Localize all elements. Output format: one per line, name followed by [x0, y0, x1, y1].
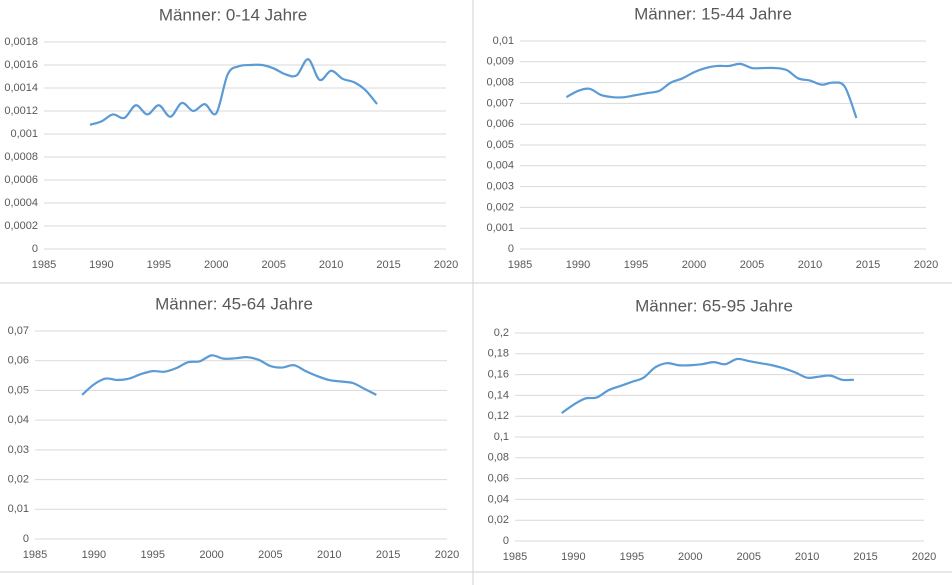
y-tick-label: 0,12 — [488, 410, 509, 422]
y-tick-label: 0,02 — [488, 514, 509, 526]
chart-title: Männer: 0-14 Jahre — [159, 5, 307, 24]
data-line — [89, 58, 378, 126]
x-tick-label: 2005 — [736, 551, 760, 563]
y-tick-label: 0,02 — [8, 473, 29, 485]
x-tick-label: 1990 — [82, 549, 106, 561]
data-line — [565, 62, 858, 119]
y-tick-label: 0,01 — [493, 35, 514, 47]
x-tick-label: 2005 — [261, 259, 285, 271]
y-tick-label: 0,2 — [494, 327, 509, 339]
y-tick-label: 0,0012 — [4, 105, 38, 117]
y-tick-label: 0,0008 — [4, 151, 38, 163]
y-tick-label: 0,16 — [488, 369, 509, 381]
y-tick-label: 0,001 — [486, 222, 514, 234]
x-tick-label: 1990 — [89, 259, 113, 271]
y-tick-label: 0,008 — [486, 77, 514, 89]
y-tick-label: 0,003 — [486, 181, 514, 193]
y-tick-label: 0,0018 — [4, 36, 38, 48]
y-tick-label: 0,001 — [10, 128, 38, 140]
x-tick-label: 2010 — [317, 549, 341, 561]
y-tick-label: 0,04 — [8, 414, 29, 426]
x-tick-label: 2000 — [199, 549, 223, 561]
x-tick-label: 2010 — [798, 259, 822, 271]
y-tick-label: 0,0014 — [4, 82, 38, 94]
y-tick-label: 0,009 — [486, 56, 514, 68]
x-tick-label: 2020 — [914, 259, 938, 271]
y-tick-label: 0,007 — [486, 97, 514, 109]
x-tick-label: 2010 — [319, 259, 343, 271]
y-tick-label: 0,03 — [8, 444, 29, 456]
x-tick-label: 2015 — [376, 259, 400, 271]
y-tick-label: 0,14 — [488, 389, 509, 401]
x-tick-label: 2010 — [795, 551, 819, 563]
x-tick-label: 2020 — [434, 259, 458, 271]
x-tick-label: 2005 — [740, 259, 764, 271]
y-tick-label: 0,06 — [8, 355, 29, 367]
y-tick-label: 0,002 — [486, 201, 514, 213]
x-tick-label: 1985 — [32, 259, 56, 271]
x-tick-label: 2000 — [678, 551, 702, 563]
y-tick-label: 0,04 — [488, 493, 509, 505]
y-tick-label: 0,0006 — [4, 174, 38, 186]
x-tick-label: 1995 — [140, 549, 164, 561]
y-tick-label: 0,1 — [494, 431, 509, 443]
y-tick-label: 0,07 — [8, 325, 29, 337]
x-tick-label: 2000 — [682, 259, 706, 271]
x-tick-label: 2000 — [204, 259, 228, 271]
y-tick-label: 0,0004 — [4, 197, 38, 209]
x-tick-label: 2005 — [258, 549, 282, 561]
x-tick-label: 1995 — [624, 259, 648, 271]
x-tick-label: 2020 — [435, 549, 459, 561]
y-tick-label: 0,05 — [8, 384, 29, 396]
x-tick-label: 1995 — [147, 259, 171, 271]
y-tick-label: 0,006 — [486, 118, 514, 130]
x-tick-label: 1985 — [23, 549, 47, 561]
data-line — [81, 354, 377, 396]
y-tick-label: 0,01 — [8, 503, 29, 515]
chart-title: Männer: 45-64 Jahre — [155, 294, 313, 313]
x-tick-label: 1985 — [508, 259, 532, 271]
y-tick-label: 0 — [32, 243, 38, 255]
y-tick-label: 0,0002 — [4, 220, 38, 232]
x-tick-label: 1995 — [620, 551, 644, 563]
y-tick-label: 0,18 — [488, 348, 509, 360]
x-tick-label: 2015 — [853, 551, 877, 563]
x-tick-label: 2015 — [856, 259, 880, 271]
chart-title: Männer: 65-95 Jahre — [635, 296, 793, 315]
y-tick-label: 0,004 — [486, 160, 514, 172]
data-line — [561, 357, 854, 414]
chart-title: Männer: 15-44 Jahre — [634, 4, 792, 23]
y-tick-label: 0 — [508, 243, 514, 255]
x-tick-label: 1990 — [561, 551, 585, 563]
y-tick-label: 0,06 — [488, 473, 509, 485]
y-tick-label: 0,08 — [488, 452, 509, 464]
y-tick-label: 0 — [503, 535, 509, 547]
x-tick-label: 1990 — [566, 259, 590, 271]
x-tick-label: 2020 — [912, 551, 936, 563]
y-tick-label: 0 — [23, 533, 29, 545]
x-tick-label: 1985 — [503, 551, 527, 563]
y-tick-label: 0,0016 — [4, 59, 38, 71]
y-tick-label: 0,005 — [486, 139, 514, 151]
x-tick-label: 2015 — [376, 549, 400, 561]
